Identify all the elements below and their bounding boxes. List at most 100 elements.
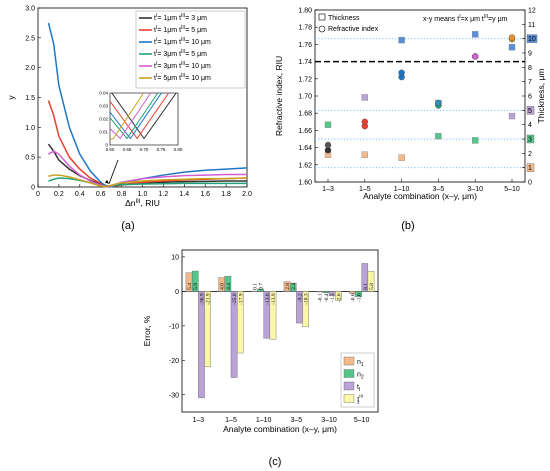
data-label: 4.0 [220, 283, 226, 290]
inset-y-tick-label: 0 [105, 143, 108, 148]
thickness-marker [398, 36, 405, 44]
legend-entry: tI= 1μm tIII= 10 μm [154, 37, 211, 46]
y-right-tick-label: 11 [528, 22, 535, 29]
y-right-tick-label: 1 [528, 165, 532, 172]
bar [289, 282, 297, 292]
legend-entry: tI= 3μm tIII= 5 μm [154, 49, 207, 58]
data-label: 5.8 [369, 283, 375, 290]
y-tick-label: -20 [169, 358, 179, 365]
data-label: 2.4 [291, 283, 297, 290]
inset-series-line [110, 93, 145, 141]
legend-ri: Refractive index [328, 26, 379, 33]
y-tick-label: 1.62 [298, 162, 312, 169]
thickness-marker [435, 132, 442, 140]
x-tick-label: 1.6 [200, 191, 210, 198]
ri-marker [361, 118, 368, 126]
data-label: 5.9 [193, 283, 199, 290]
inset-y-tick-label: 0.02 [99, 117, 108, 122]
data-label: 2.8 [285, 283, 291, 290]
ri-marker [398, 69, 405, 76]
y-tick-label: 3.0 [25, 6, 35, 13]
thickness-marker [398, 154, 405, 161]
inset-y-tick-label: 0.04 [99, 91, 108, 96]
x-axis-label: Analyte combination (x–y, μm) [223, 424, 337, 434]
data-label: -10.3 [304, 293, 310, 305]
bar [322, 291, 330, 293]
x-tick-label: 1–5 [359, 186, 371, 193]
inset-series-line [110, 93, 159, 140]
thickness-marker [508, 44, 516, 51]
legend-swatch [343, 369, 355, 378]
y-right-tick-label: 4 [528, 122, 532, 129]
y-tick-label: 0 [175, 289, 179, 296]
data-label: -13.9 [271, 293, 277, 305]
legend-entry: tI [357, 384, 360, 393]
legend-note: x-y means tI=x μm tIII=y μm [423, 14, 508, 23]
y-tick-label: 2.5 [25, 35, 35, 42]
data-label: -30.9 [199, 293, 205, 305]
y-right-tick-label: 2 [528, 151, 532, 158]
x-tick-label: 3–5 [290, 417, 302, 424]
bar [367, 271, 375, 292]
inset-pointer-arrow [108, 159, 119, 184]
x-tick-label: 3–10 [467, 186, 483, 193]
y-tick-label: 2.0 [25, 65, 35, 72]
y-axis-label: Error, % [142, 315, 152, 346]
y-right-tick-box [526, 34, 538, 43]
y-tick-label: 1.80 [298, 8, 312, 15]
legend-entry: tIII 2 [357, 394, 363, 405]
panel-label: (b) [401, 220, 414, 232]
x-tick-label: 2.0 [242, 191, 252, 198]
inset-x-tick-label: 0.80 [174, 147, 183, 152]
ri-marker [508, 34, 516, 41]
data-label: -9.2 [297, 293, 303, 302]
inset-series-group [110, 93, 177, 141]
x-tick-label: 1–10 [394, 186, 410, 193]
y-right-tick-label: 9 [528, 51, 532, 58]
inset-x-tick-label: 0.65 [123, 147, 132, 152]
thickness-marker [361, 94, 368, 101]
data-label: -0.1 [318, 293, 324, 302]
y-axis-label: Refractive index, RIU [274, 56, 284, 136]
y-right-tick-box [526, 134, 535, 144]
thickness-marker [361, 151, 368, 158]
data-label: 5.4 [187, 283, 193, 290]
x-axis-label: ΔnIII, RIU [125, 198, 160, 208]
legend-swatch [343, 394, 355, 403]
y-right-tick-label: 3 [528, 137, 532, 144]
x-tick-label: 1.8 [221, 191, 231, 198]
legend-square-icon [318, 13, 326, 21]
panel-label: (c) [269, 456, 282, 468]
legend-entry: n2 [357, 372, 364, 381]
y-tick-label: -10 [169, 323, 179, 330]
inset-series-line [110, 93, 152, 140]
y-right-tick-label: 7 [528, 79, 532, 86]
inset-x-tick-label: 0.60 [106, 147, 115, 152]
legend-swatch [343, 356, 355, 366]
x-tick-label: 1.4 [179, 191, 189, 198]
y-right-axis-label: Thickness, μm [536, 69, 546, 124]
data-label: -25.0 [232, 293, 238, 305]
legend-entry: n1 [357, 359, 364, 368]
ri-marker [435, 99, 442, 107]
bar [349, 291, 356, 294]
y-tick-label: -30 [169, 392, 179, 399]
data-label: 0.7 [259, 283, 265, 290]
data-label: -2.6 [336, 293, 342, 302]
y-right-tick-label: 8 [528, 65, 532, 72]
panel-c-bar-chart: -30 -20 -10 0 10 1–3 1–5 1–10 3–5 3–10 5–10 Analyte… [142, 249, 379, 468]
bar [224, 275, 232, 292]
data-label: -1.6 [357, 293, 363, 302]
legend-entry: tI= 1μm tIII= 5 μm [154, 25, 207, 34]
x-tick-label: 1–3 [192, 417, 204, 424]
x-tick-label: 3–5 [433, 186, 445, 193]
legend-entry: tI= 3μm tIII= 10 μm [154, 61, 211, 70]
bar [257, 288, 264, 292]
inset-pointer-arrowhead [104, 179, 109, 184]
y-right-tick-label: 0 [528, 180, 532, 187]
y-right-tick-label: 10 [528, 36, 536, 43]
ri-marker [472, 53, 479, 60]
x-tick-label: 1.0 [138, 191, 148, 198]
bar [269, 291, 277, 340]
